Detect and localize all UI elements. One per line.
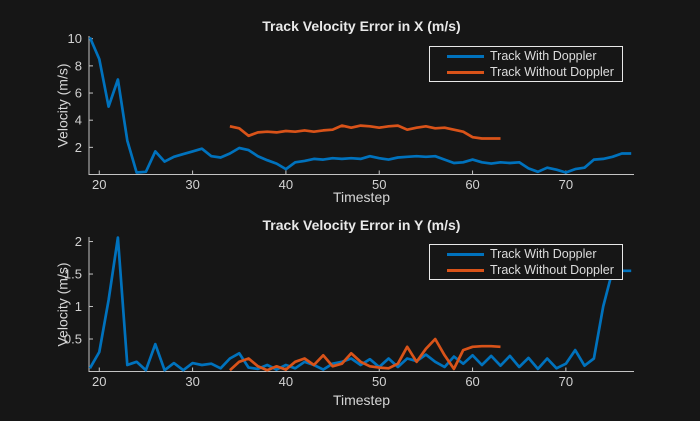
legend-line-sample-without-doppler: [447, 268, 484, 272]
x-tick-label: 60: [465, 374, 479, 389]
x-tick-label: 50: [372, 177, 386, 192]
axes-spines: [88, 237, 634, 372]
series-line-track-without-doppler: [228, 337, 501, 372]
y-tick-label: 0.5: [64, 332, 82, 347]
chart-y-y-axis-label: Velocity (m/s): [54, 262, 71, 347]
chart-x-title: Track Velocity Error in X (m/s): [262, 18, 461, 34]
y-tick-label: 2: [75, 140, 82, 155]
x-tick-label: 30: [185, 177, 199, 192]
legend-label: Track Without Doppler: [490, 65, 614, 79]
chart-x-legend: Track With Doppler Track Without Doppler: [429, 46, 623, 82]
y-tick-label: 10: [68, 31, 82, 46]
legend-item: Track Without Doppler: [430, 64, 622, 80]
series-line-track-with-doppler: [88, 36, 632, 174]
y-tick-label: 8: [75, 58, 82, 73]
legend-label: Track With Doppler: [490, 49, 597, 63]
chart-y-x-axis-label: Timestep: [332, 392, 391, 408]
x-tick-label: 40: [279, 177, 293, 192]
y-tick-label: 1: [75, 299, 82, 314]
x-tick-label: 60: [465, 177, 479, 192]
x-tick-label: 70: [559, 374, 573, 389]
x-tick-label: 50: [372, 374, 386, 389]
chart-y-title: Track Velocity Error in Y (m/s): [262, 217, 461, 233]
x-tick-label: 30: [185, 374, 199, 389]
axes-spines: [88, 36, 634, 175]
y-tick-label: 6: [75, 86, 82, 101]
y-tick-label: 4: [75, 113, 82, 128]
legend-label: Track Without Doppler: [490, 263, 614, 277]
legend-item: Track With Doppler: [430, 246, 622, 262]
legend-item: Track With Doppler: [430, 48, 622, 64]
x-tick-label: 70: [559, 177, 573, 192]
legend-line-sample-with-doppler: [447, 252, 484, 256]
legend-label: Track With Doppler: [490, 247, 597, 261]
y-tick-label: 2: [75, 234, 82, 249]
chart-x-y-axis-label: Velocity (m/s): [54, 63, 71, 148]
x-tick-label: 20: [92, 374, 106, 389]
legend-line-sample-with-doppler: [447, 54, 484, 58]
chart-x-x-axis-label: Timestep: [332, 189, 391, 205]
y-tick-label: 1.5: [64, 267, 82, 282]
series-line-track-with-doppler: [88, 236, 632, 372]
legend-item: Track Without Doppler: [430, 262, 622, 278]
x-tick-label: 20: [92, 177, 106, 192]
series-line-track-without-doppler: [229, 124, 501, 140]
legend-line-sample-without-doppler: [447, 70, 484, 74]
chart-y-legend: Track With Doppler Track Without Doppler: [429, 244, 623, 280]
x-tick-label: 40: [279, 374, 293, 389]
